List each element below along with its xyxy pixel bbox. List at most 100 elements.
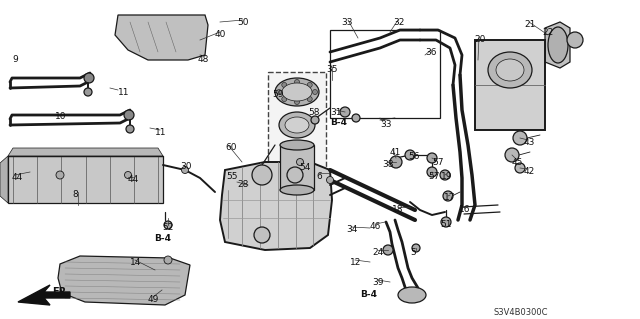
Text: 16: 16 [459, 205, 470, 214]
Text: 33: 33 [341, 18, 353, 27]
Text: S3V4B0300C: S3V4B0300C [493, 308, 547, 317]
Circle shape [440, 170, 450, 180]
Text: 36: 36 [425, 48, 436, 57]
Circle shape [125, 172, 131, 179]
Text: 21: 21 [524, 20, 536, 29]
Circle shape [312, 90, 317, 94]
Circle shape [340, 107, 350, 117]
Text: 60: 60 [225, 143, 237, 152]
Circle shape [441, 217, 451, 227]
Text: 43: 43 [524, 138, 536, 147]
Circle shape [311, 116, 319, 124]
Circle shape [84, 88, 92, 96]
Text: 9: 9 [12, 55, 18, 64]
Circle shape [252, 165, 272, 185]
Text: 57: 57 [432, 158, 444, 167]
Text: 5: 5 [410, 248, 416, 257]
Text: 41: 41 [390, 148, 401, 157]
Text: 51: 51 [440, 220, 451, 229]
Text: 55: 55 [226, 172, 237, 181]
Ellipse shape [280, 185, 314, 195]
Circle shape [390, 156, 402, 168]
Circle shape [307, 97, 312, 101]
Circle shape [513, 131, 527, 145]
Circle shape [124, 110, 134, 120]
Circle shape [505, 148, 519, 162]
Circle shape [287, 167, 303, 183]
Circle shape [427, 167, 437, 177]
Circle shape [182, 167, 189, 174]
Ellipse shape [488, 52, 532, 88]
Text: 52: 52 [162, 223, 173, 232]
Text: 17: 17 [444, 193, 456, 202]
Circle shape [276, 90, 282, 94]
Text: 49: 49 [148, 295, 159, 304]
Text: 46: 46 [370, 222, 381, 231]
Text: 50: 50 [237, 18, 248, 27]
Text: B-4: B-4 [360, 290, 377, 299]
Text: 56: 56 [408, 152, 419, 161]
Text: B-4: B-4 [154, 234, 171, 243]
Text: 33: 33 [380, 120, 392, 129]
Circle shape [56, 171, 64, 179]
Polygon shape [0, 156, 8, 203]
Ellipse shape [279, 112, 315, 138]
Circle shape [164, 221, 172, 229]
Text: 19: 19 [441, 172, 452, 181]
Text: 22: 22 [542, 28, 553, 37]
Text: 34: 34 [346, 225, 357, 234]
Text: 24: 24 [372, 248, 383, 257]
Text: 59: 59 [272, 90, 284, 99]
Text: 12: 12 [350, 258, 362, 267]
Ellipse shape [496, 59, 524, 81]
Text: B-4: B-4 [330, 118, 347, 127]
Text: 42: 42 [524, 167, 535, 176]
Circle shape [126, 125, 134, 133]
Text: 35: 35 [326, 65, 337, 74]
Polygon shape [18, 285, 70, 305]
Polygon shape [115, 15, 208, 60]
Circle shape [326, 176, 333, 183]
Text: 48: 48 [198, 55, 209, 64]
Circle shape [405, 150, 415, 160]
Circle shape [352, 114, 360, 122]
Text: 44: 44 [12, 173, 23, 182]
Text: 32: 32 [393, 18, 404, 27]
Circle shape [296, 159, 303, 166]
Polygon shape [545, 22, 570, 68]
Circle shape [427, 153, 437, 163]
Circle shape [307, 82, 312, 87]
Text: 10: 10 [55, 112, 67, 121]
Polygon shape [220, 162, 332, 250]
Bar [475, 40, 545, 130]
Text: 8: 8 [72, 190, 77, 199]
Circle shape [383, 245, 393, 255]
Text: 28: 28 [237, 180, 248, 189]
Text: 11: 11 [155, 128, 166, 137]
Text: 18: 18 [392, 205, 403, 214]
Text: 31: 31 [330, 108, 342, 117]
Circle shape [282, 97, 287, 101]
Ellipse shape [285, 117, 309, 133]
Polygon shape [8, 156, 163, 203]
Text: 6: 6 [316, 172, 322, 181]
Ellipse shape [275, 78, 319, 106]
Circle shape [412, 244, 420, 252]
Circle shape [443, 191, 453, 201]
Text: 38: 38 [382, 160, 394, 169]
Circle shape [567, 32, 583, 48]
Text: 11: 11 [118, 88, 129, 97]
Circle shape [294, 100, 300, 105]
Text: FR.: FR. [52, 287, 70, 297]
Ellipse shape [282, 83, 312, 101]
Circle shape [515, 163, 525, 173]
Circle shape [164, 256, 172, 264]
Bar [268, 72, 326, 202]
Text: 39: 39 [372, 278, 383, 287]
Circle shape [294, 79, 300, 85]
Polygon shape [8, 148, 163, 156]
Text: 20: 20 [474, 35, 485, 44]
Text: 30: 30 [180, 162, 191, 171]
Ellipse shape [398, 287, 426, 303]
Circle shape [282, 82, 287, 87]
